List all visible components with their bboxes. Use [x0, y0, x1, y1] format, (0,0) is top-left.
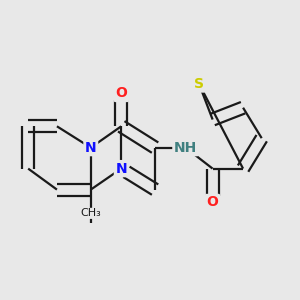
Text: N: N: [85, 141, 97, 154]
Text: O: O: [207, 196, 218, 209]
Text: S: S: [194, 77, 204, 91]
Text: CH₃: CH₃: [80, 208, 101, 218]
Text: N: N: [116, 162, 127, 176]
Text: NH: NH: [174, 141, 197, 154]
Text: O: O: [115, 86, 127, 100]
